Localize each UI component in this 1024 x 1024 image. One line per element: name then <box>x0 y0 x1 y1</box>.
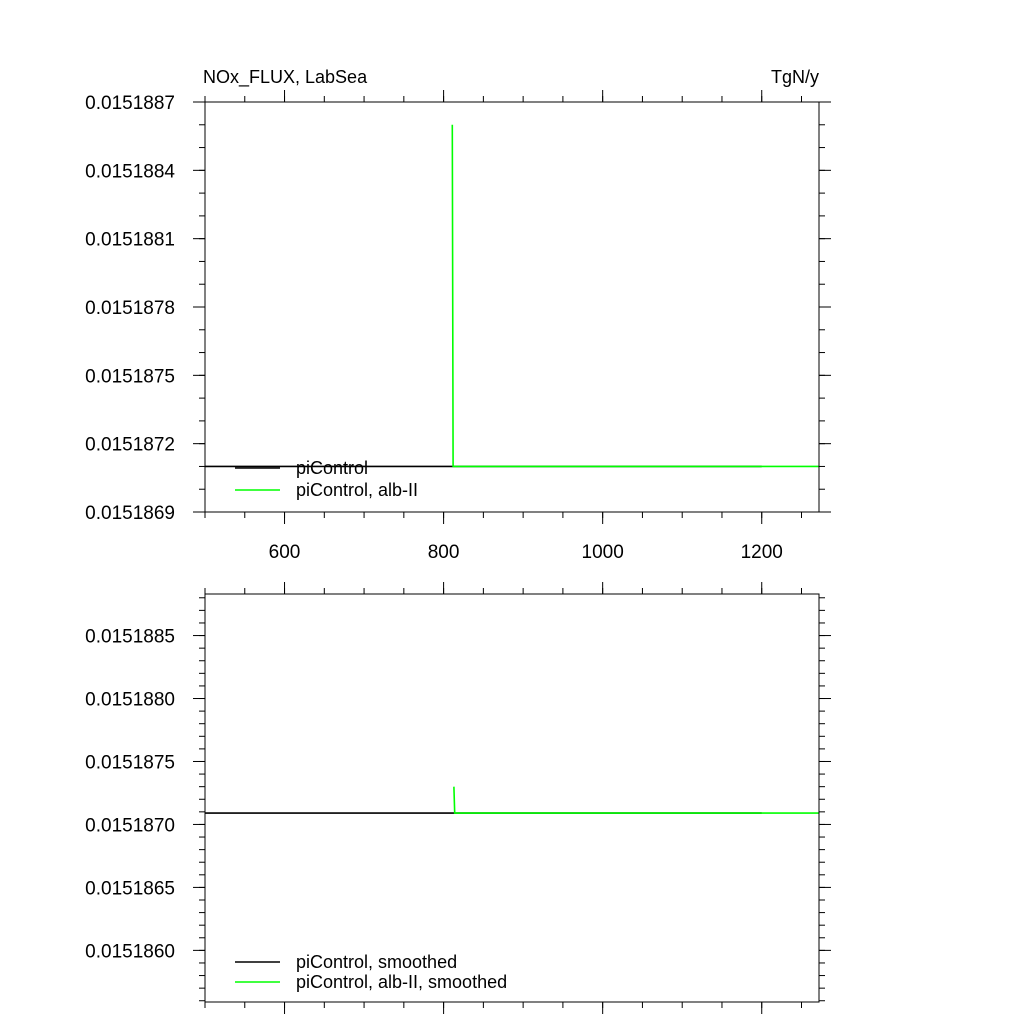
y-tick-label: 0.0151875 <box>85 366 175 387</box>
y-tick-label: 0.0151875 <box>85 752 175 773</box>
y-tick-label: 0.0151869 <box>85 503 175 524</box>
plot-panel-1: 600 800 1000 1200 0.0151869 0.0151872 0.015187… <box>85 90 831 563</box>
y-tick-label: 0.0151880 <box>85 690 175 711</box>
y-tick-label: 0.0151884 <box>85 161 175 182</box>
y-tick-label: 0.0151878 <box>85 298 175 319</box>
plot-frame <box>204 101 820 513</box>
legend-label: piControl, alb-II <box>296 480 418 500</box>
legend-label: piControl <box>296 458 368 478</box>
chart-title: NOx_FLUX, LabSea <box>203 67 368 88</box>
plot-frame <box>204 593 820 1003</box>
y-tick-label: 0.0151885 <box>85 627 175 648</box>
series-line <box>451 124 819 468</box>
series-line <box>453 786 819 814</box>
y-tick-label: 0.0151881 <box>85 230 175 251</box>
legend-label: piControl, smoothed <box>296 952 457 972</box>
units-label: TgN/y <box>771 67 819 87</box>
y-tick-label: 0.0151887 <box>85 93 175 114</box>
y-tick-label: 0.0151860 <box>85 941 175 962</box>
y-tick-label: 0.0151872 <box>85 435 175 456</box>
y-tick-label: 0.0151870 <box>85 815 175 836</box>
x-tick-label: 800 <box>428 542 460 563</box>
legend-label: piControl, alb-II, smoothed <box>296 972 507 992</box>
x-tick-label: 1200 <box>741 542 783 563</box>
x-tick-label: 1000 <box>582 542 624 563</box>
y-tick-label: 0.0151865 <box>85 878 175 899</box>
x-tick-label: 600 <box>269 542 301 563</box>
plot-panel-2: 0.0151860 0.0151865 0.0151870 0.0151875 0.01… <box>85 582 831 1014</box>
